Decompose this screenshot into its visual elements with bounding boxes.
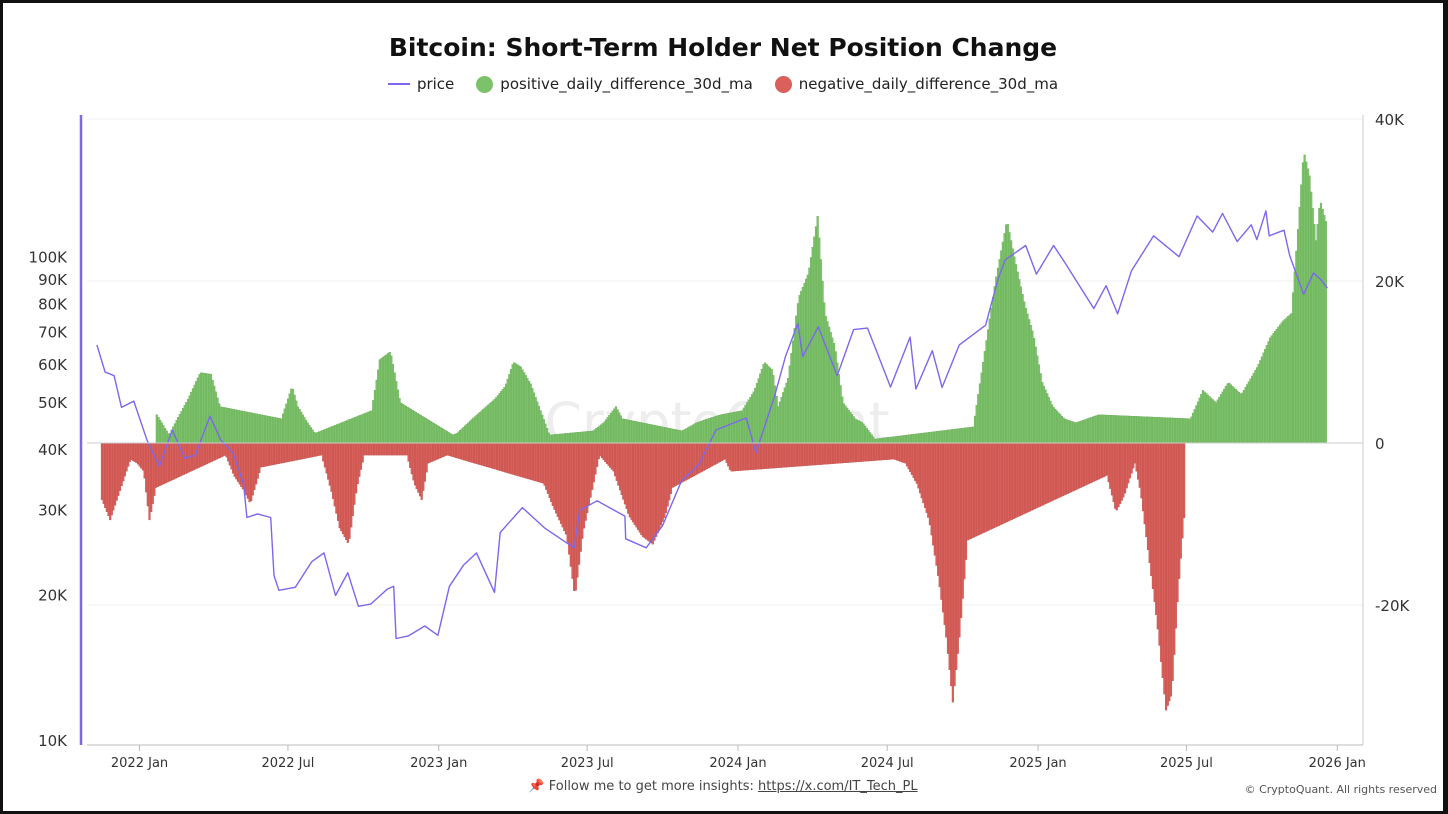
y-left-tick-label: 50K <box>38 394 68 412</box>
footer-text: Follow me to get more insights: <box>548 779 759 794</box>
legend-dot-swatch <box>774 75 792 93</box>
y-left-tick-label: 10K <box>38 732 68 750</box>
x-tick-label: 2022 Jul <box>261 756 314 771</box>
axes: 10K 20K 30K 40K 50K 60K 70K 80K 90K 100K 40K 20K 0 -2… <box>29 111 1411 771</box>
legend-label: positive_daily_difference_30d_ma <box>500 75 753 93</box>
y-right-tick-label: 20K <box>1375 273 1405 291</box>
y-left-tick-label: 20K <box>38 587 68 605</box>
y-left-tick-label: 30K <box>38 501 68 519</box>
x-tick-label: 2023 Jan <box>410 756 467 771</box>
price-line <box>96 210 1328 640</box>
y-right-tick-label: 40K <box>1375 111 1405 129</box>
y-left-tick-label: 60K <box>38 356 68 374</box>
legend-line-swatch <box>387 83 410 85</box>
x-tick-label: 2025 Jul <box>1160 756 1213 771</box>
negative-bar <box>1183 442 1186 519</box>
copyright: © CryptoQuant. All rights reserved <box>1244 783 1437 796</box>
x-tick-label: 2023 Jul <box>561 756 614 771</box>
legend-item-positive-daily-difference-30d-ma[interactable]: positive_daily_difference_30d_ma <box>476 75 753 93</box>
legend-item-price[interactable]: price <box>387 75 455 93</box>
footer-link[interactable]: https://x.com/IT_Tech_PL <box>758 779 918 794</box>
grid <box>87 118 1363 606</box>
y-left-tick-label: 90K <box>38 271 68 289</box>
footer: 📌 Follow me to get more insights: https:… <box>3 779 1443 794</box>
y-left-tick-label: 70K <box>38 324 68 342</box>
x-tick-label: 2024 Jan <box>709 756 766 771</box>
x-tick-label: 2024 Jul <box>861 756 914 771</box>
x-tick-label: 2026 Jan <box>1309 756 1366 771</box>
y-left-tick-label: 40K <box>38 441 68 459</box>
legend-dot-swatch <box>476 75 494 93</box>
legend-label: price <box>416 75 455 93</box>
legend-item-negative-daily-difference-30d-ma[interactable]: negative_daily_difference_30d_ma <box>774 75 1059 93</box>
y-right-tick-label: -20K <box>1375 597 1410 615</box>
y-left-tick-label: 100K <box>29 249 69 267</box>
y-left-tick-label: 80K <box>38 296 68 314</box>
legend-label: negative_daily_difference_30d_ma <box>798 75 1059 93</box>
positive-bar <box>1324 221 1327 444</box>
chart-card: Bitcoin: Short-Term Holder Net Position … <box>3 3 1443 811</box>
chart-plot: CryptoQuant 10K20K30K40K50K60K70K80K90K1… <box>29 111 1411 771</box>
y-right-tick-label: 0 <box>1375 435 1385 453</box>
pin-icon: 📌 <box>528 779 545 794</box>
price-layer <box>96 210 1328 640</box>
x-tick-label: 2022 Jan <box>111 756 168 771</box>
x-tick-label: 2025 Jan <box>1009 756 1066 771</box>
chart-title: Bitcoin: Short-Term Holder Net Position … <box>388 33 1058 62</box>
legend: price positive_daily_difference_30d_ma neg… <box>3 75 1443 93</box>
